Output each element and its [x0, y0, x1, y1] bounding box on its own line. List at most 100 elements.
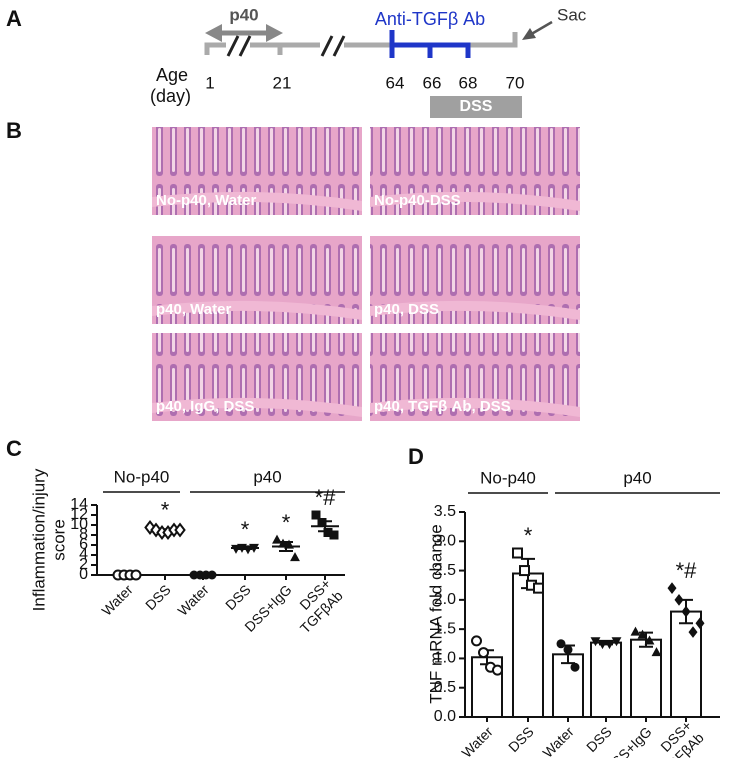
significance-label: *#: [315, 485, 337, 510]
group-label: p40: [253, 467, 281, 486]
y-tick-label: 4: [79, 546, 88, 563]
y-tick-label: 1.0: [434, 650, 456, 667]
data-point: [533, 582, 544, 594]
y-axis-label: TNF mRNA fold change: [426, 524, 445, 704]
histology-label: p40, Water: [156, 301, 231, 318]
significance-label: *#: [676, 558, 698, 583]
y-tick-label: 3.0: [434, 533, 456, 550]
panel-label: D: [408, 444, 424, 469]
y-tick-label: 2.5: [434, 562, 456, 579]
y-tick-label: 6: [79, 536, 88, 553]
y-axis-label: score: [49, 519, 68, 561]
data-point: [688, 626, 698, 638]
data-point: [604, 640, 615, 650]
data-point: [667, 582, 677, 594]
data-point: [311, 510, 321, 520]
data-point: [681, 605, 691, 618]
axis-break: [226, 35, 252, 57]
muscle-layer: [370, 397, 580, 417]
data-point: [651, 647, 662, 657]
y-tick-label: 3.5: [434, 503, 456, 520]
bar: [590, 641, 622, 718]
data-point: [478, 647, 489, 659]
data-point: [570, 662, 580, 672]
bar: [670, 610, 702, 718]
day-label: 66: [423, 73, 442, 92]
x-tick-label: DSS+IgG: [601, 723, 654, 758]
y-tick-label: 1.5: [434, 620, 456, 637]
x-tick-label: DSS: [583, 723, 615, 755]
histology-label: p40, IgG, DSS: [156, 398, 254, 415]
day-label: 68: [459, 73, 478, 92]
panel-label: C: [6, 436, 22, 461]
histology-label: p40, DSS: [374, 301, 439, 318]
x-tick-label: Water: [458, 723, 496, 758]
x-tick-label: Water: [98, 581, 136, 619]
data-point: [644, 635, 655, 645]
data-point: [637, 629, 648, 639]
day-label: 1: [205, 73, 214, 92]
data-point: [512, 547, 523, 559]
y-tick-label: 8: [79, 526, 88, 543]
muscle-layer: [152, 397, 362, 417]
data-point: [323, 528, 333, 537]
data-point: [563, 645, 573, 655]
day-label: 64: [386, 73, 405, 92]
data-point: [249, 543, 259, 553]
data-point: [317, 518, 327, 527]
data-point: [674, 594, 684, 606]
y-tick-label: 0.0: [434, 708, 456, 725]
y-tick-label: 14: [70, 496, 88, 513]
muscle-layer: [370, 191, 580, 211]
muscle-layer: [152, 300, 362, 320]
sac-arrow-head: [522, 28, 536, 40]
data-point: [284, 539, 294, 549]
data-point: [519, 565, 530, 577]
y-tick-label: 2: [79, 556, 88, 573]
day-label: (day): [150, 86, 191, 106]
data-point: [278, 538, 288, 548]
axis-break: [320, 35, 346, 57]
dss-label: DSS: [460, 98, 493, 115]
bar: [512, 572, 544, 718]
timeline-line: [204, 32, 518, 55]
data-point: [207, 570, 217, 580]
group-label: No-p40: [480, 468, 536, 487]
data-point: [174, 522, 186, 538]
data-point: [130, 569, 142, 581]
group-label: p40: [623, 468, 651, 487]
antibody-bracket: [389, 42, 471, 58]
y-tick-label: 10: [70, 516, 88, 533]
dss-box: [430, 96, 522, 118]
muscle-layer: [370, 300, 580, 320]
muscle-layer: [152, 191, 362, 211]
x-tick-label: Water: [539, 723, 577, 758]
histology-label: p40, TGFβ Ab, DSS: [374, 398, 511, 415]
significance-label: *: [161, 497, 170, 522]
data-point: [556, 639, 566, 649]
data-point: [243, 545, 253, 555]
significance-label: *: [241, 517, 250, 542]
data-point: [611, 637, 622, 647]
data-point: [329, 530, 339, 540]
panel-label: B: [6, 118, 22, 143]
day-label: 21: [273, 73, 292, 92]
p40-label: p40: [229, 5, 258, 24]
data-point: [231, 544, 241, 554]
x-tick-label: DSS: [142, 581, 174, 613]
age-label: Age: [156, 65, 188, 85]
significance-label: *: [524, 523, 533, 548]
p40-arrow-head: [205, 24, 283, 42]
y-axis-label: Inflammation/injury: [29, 468, 48, 611]
y-tick-label: 12: [70, 506, 88, 523]
antibody-label: Anti-TGFβ Ab: [375, 9, 485, 29]
sac-label: Sac: [557, 5, 587, 24]
data-point: [492, 664, 503, 676]
data-point: [630, 626, 641, 636]
y-tick-label: 0.5: [434, 679, 456, 696]
x-tick-label: DSS: [505, 723, 537, 755]
data-point: [695, 617, 705, 630]
data-point: [290, 552, 300, 562]
data-point: [471, 635, 482, 647]
